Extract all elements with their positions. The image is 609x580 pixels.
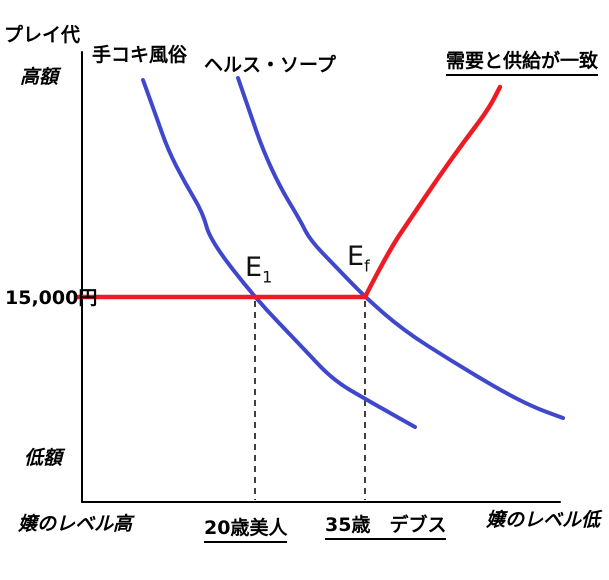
point-e1-letter: E <box>245 252 263 283</box>
demand-curve-health-soap <box>236 76 565 420</box>
point-label-e1: E1 <box>245 252 272 286</box>
y-tick-low: 低額 <box>24 447 63 469</box>
point-label-ef: Ef <box>347 241 370 275</box>
demand-curve-tekoki <box>141 78 417 429</box>
x-label-right: 嬢のレベル低 <box>486 509 601 531</box>
x-tick-20yo-beauty: 20歳美人 <box>204 517 288 543</box>
demand1-curve-label: 手コキ風俗 <box>92 44 188 66</box>
y-axis-title: プレイ代 <box>4 24 81 46</box>
x-label-left: 嬢のレベル高 <box>18 513 133 535</box>
point-ef-subscript: f <box>364 256 370 276</box>
supply-curve <box>362 84 503 300</box>
price-label: 15,000円 <box>5 287 98 309</box>
point-e1-subscript: 1 <box>262 267 273 287</box>
x-tick-35yo-debusu: 35歳 デブス <box>325 514 447 540</box>
demand2-curve-label: ヘルス・ソープ <box>204 54 336 76</box>
supply-curve-label: 需要と供給が一致 <box>446 50 599 76</box>
point-ef-letter: E <box>347 241 365 272</box>
y-tick-high: 高額 <box>20 66 59 88</box>
